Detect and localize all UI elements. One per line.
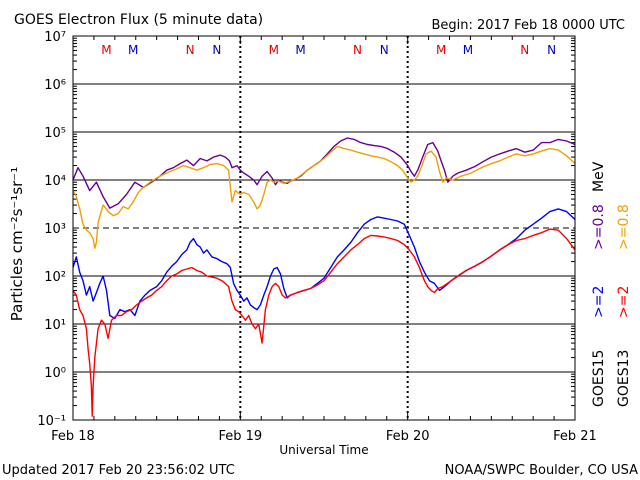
x-tick-labels: Feb 18 Feb 19 Feb 20 Feb 21 (51, 429, 597, 444)
legend-satellite-label: GOES15 (591, 350, 607, 407)
grid-lines (72, 36, 576, 420)
mn-marker-label: N (380, 43, 389, 57)
mn-marker-label: M (269, 43, 279, 57)
mn-marker-label: N (547, 43, 556, 57)
y-tick-label: 10³ (44, 222, 66, 237)
credit-text: NOAA/SWPC Boulder, CO USA (445, 463, 638, 478)
updated-timestamp: Updated 2017 Feb 20 23:56:02 UTC (2, 463, 235, 478)
mn-marker-label: M (436, 43, 446, 57)
y-tick-label: 10⁴ (44, 174, 66, 189)
mn-marker-label: N (212, 43, 221, 57)
y-tick-label: 10⁵ (44, 126, 66, 141)
mn-marker-label: N (520, 43, 529, 57)
series-line-2 (73, 145, 575, 249)
mn-marker-label: N (353, 43, 362, 57)
mn-marker-label: M (101, 43, 111, 57)
series-line-4 (73, 228, 575, 417)
y-axis-label: Particles cm⁻²s⁻¹sr⁻¹ (8, 167, 26, 321)
y-tick-label: 10⁻¹ (37, 414, 66, 429)
y-tick-label: 10⁶ (44, 78, 66, 93)
legend-satellite-label: GOES13 (616, 350, 632, 407)
begin-time: Begin: 2017 Feb 18 0000 UTC (431, 18, 625, 33)
legend-entry-label: >=0.8 (616, 204, 632, 250)
mn-marker-label: M (295, 43, 305, 57)
chart-title: GOES Electron Flux (5 minute data) (14, 12, 263, 28)
y-tick-labels: 10⁻¹ 10⁰ 10¹ 10² 10³ 10⁴ 10⁵ 10⁶ 10⁷ (37, 30, 66, 429)
x-tick-label: Feb 19 (218, 429, 262, 444)
series-line-3 (73, 208, 575, 320)
legend-entry-label: MeV (591, 161, 607, 192)
legend: GOES15 >=2 >=0.8 MeV GOES13 >=2 >=0.8 (591, 161, 632, 407)
x-tick-label: Feb 18 (51, 429, 95, 444)
series-line-1 (73, 137, 575, 209)
mn-marker-label: M (128, 43, 138, 57)
y-tick-label: 10⁷ (44, 30, 66, 45)
x-axis-label: Universal Time (279, 443, 368, 457)
x-tick-label: Feb 21 (553, 429, 597, 444)
plot-frame (72, 35, 576, 421)
legend-entry-label: >=0.8 (591, 204, 607, 250)
y-tick-label: 10¹ (44, 318, 66, 333)
x-tick-label: Feb 20 (386, 429, 430, 444)
series-lines (73, 137, 575, 417)
mn-marker-label: M (463, 43, 473, 57)
y-tick-label: 10⁰ (44, 366, 66, 381)
y-tick-label: 10² (44, 270, 66, 285)
legend-entry-label: >=2 (591, 286, 607, 318)
mn-marker-label: N (186, 43, 195, 57)
legend-entry-label: >=2 (616, 286, 632, 318)
